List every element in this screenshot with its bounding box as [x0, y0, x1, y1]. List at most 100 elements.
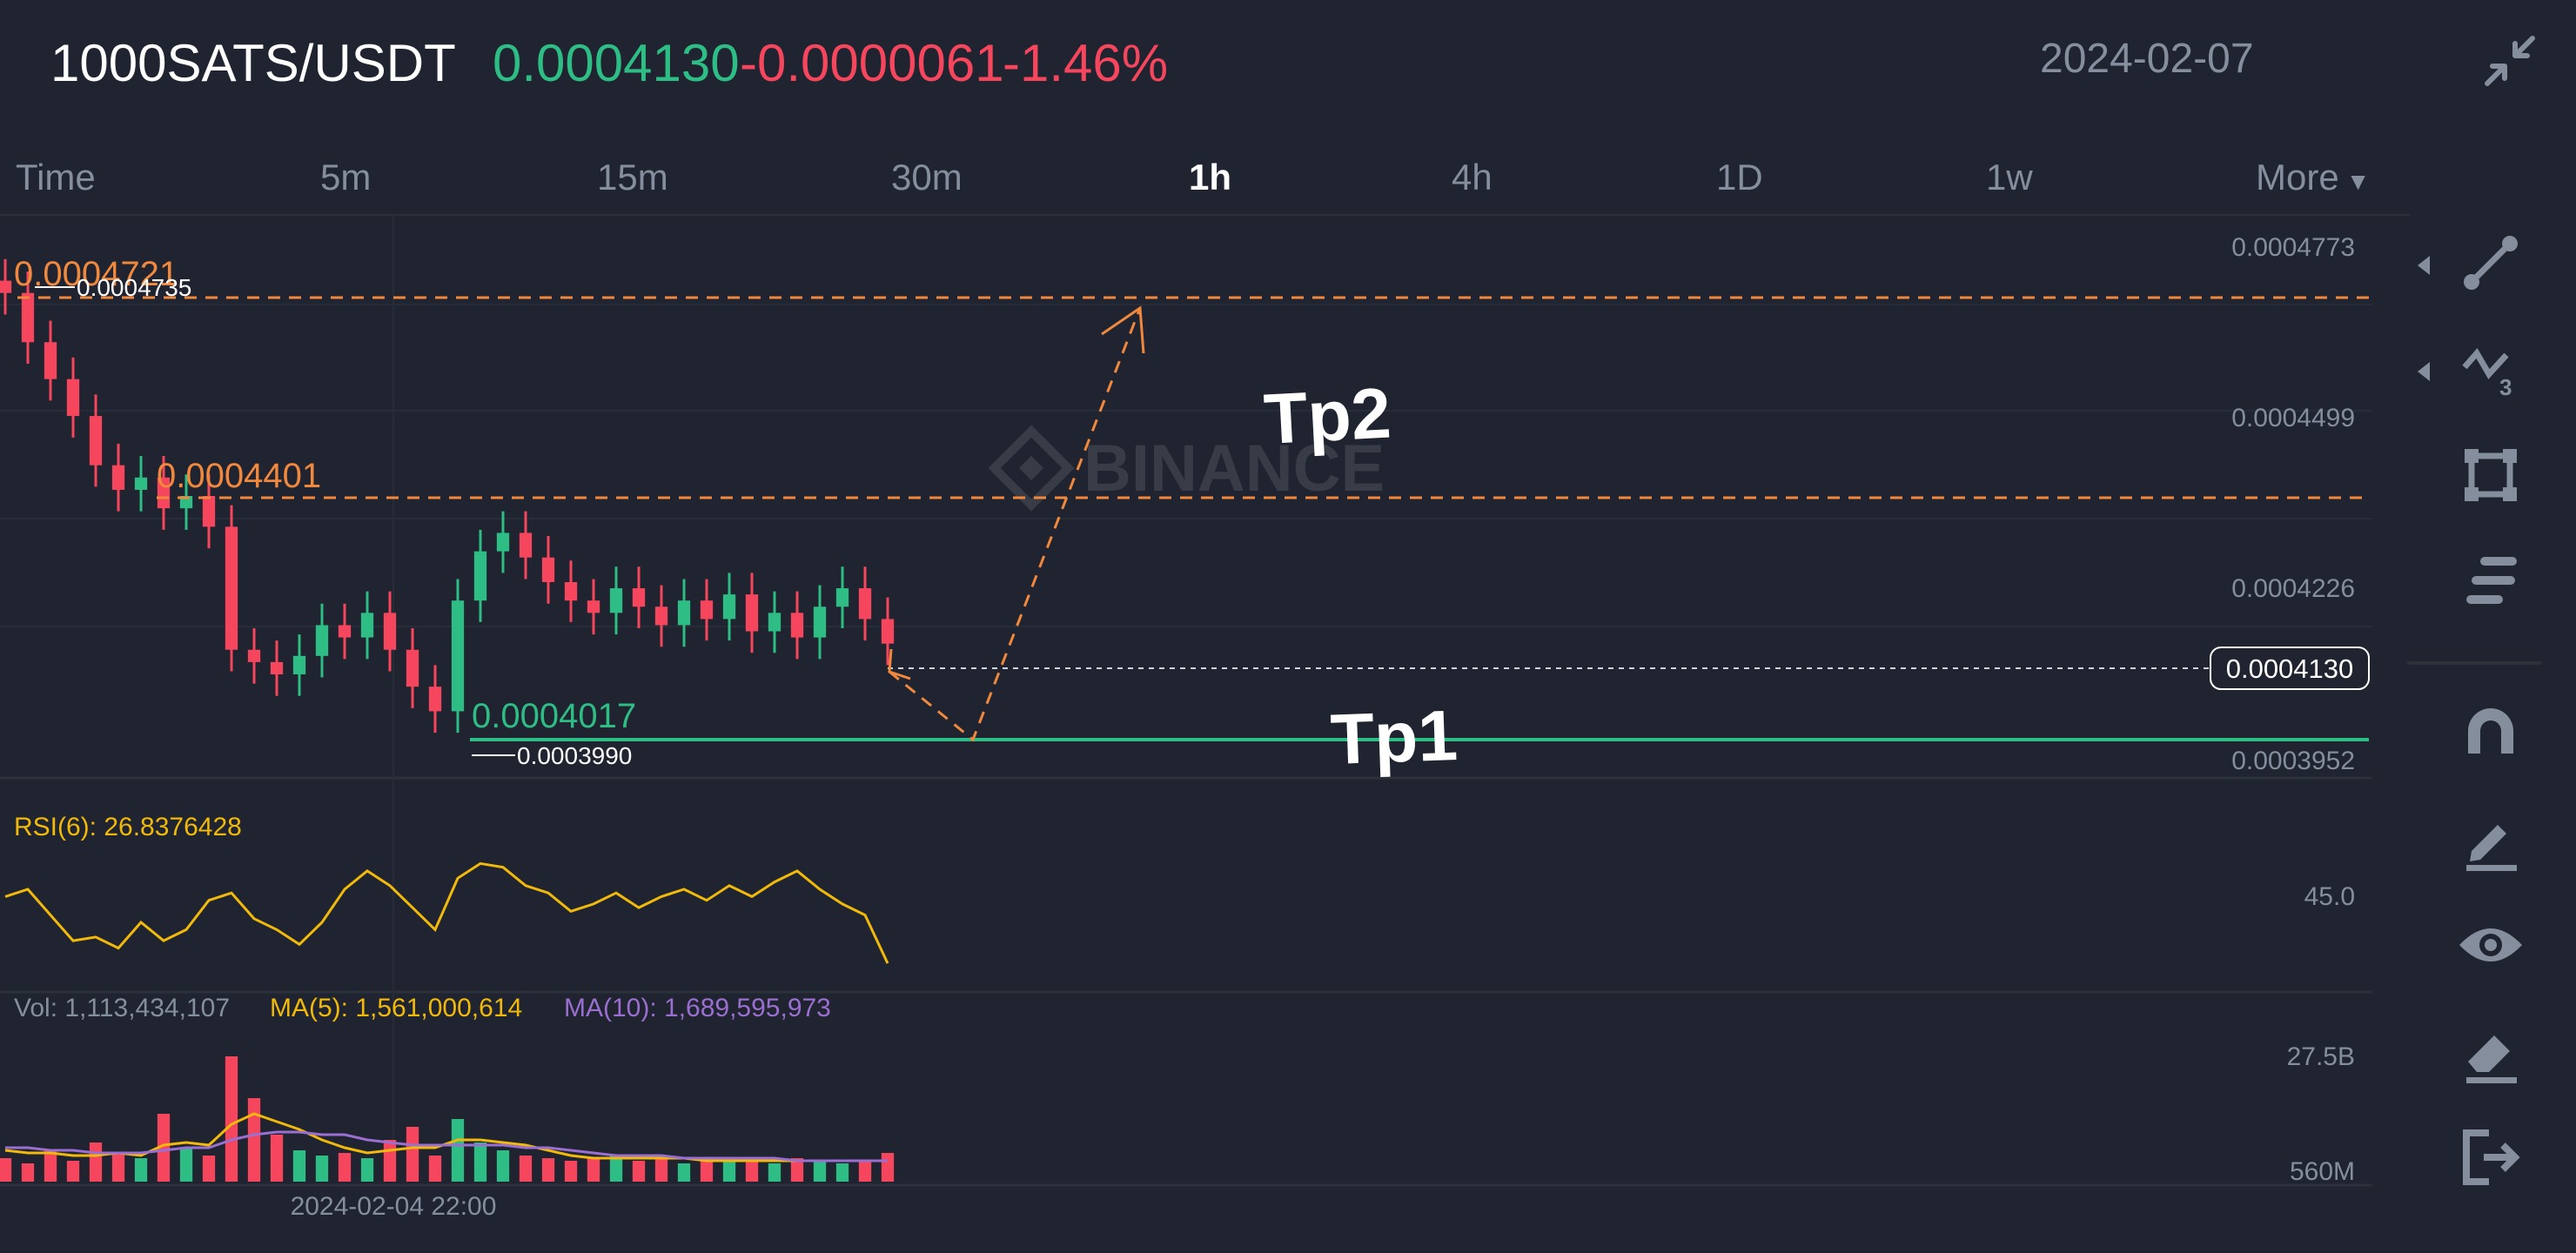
candle-body[interactable]	[134, 477, 148, 490]
exit-icon[interactable]	[2454, 1121, 2527, 1194]
volume-bar	[451, 1119, 465, 1182]
candle-body[interactable]	[428, 687, 442, 712]
volume-bar	[44, 1150, 57, 1182]
volume-bar	[383, 1140, 397, 1182]
candle-body[interactable]	[632, 588, 646, 607]
candle-body[interactable]	[292, 655, 306, 675]
candle-body[interactable]	[202, 496, 216, 527]
tab-time[interactable]: Time	[16, 157, 96, 198]
projection-path[interactable]	[889, 307, 1142, 742]
candle-body[interactable]	[111, 465, 125, 490]
support-level-label: 0.0004017	[472, 697, 636, 735]
price-axis-label: 0.0004499	[2231, 404, 2355, 432]
magnet-icon[interactable]	[2454, 696, 2527, 769]
trend-line-icon[interactable]	[2454, 226, 2527, 299]
candle-body[interactable]	[835, 588, 849, 607]
volume-bar	[157, 1114, 171, 1182]
projection-end-arrowhead	[1101, 305, 1145, 354]
tab-15m[interactable]: 15m	[597, 157, 668, 198]
volume-bars	[0, 1056, 895, 1182]
candle-body[interactable]	[89, 416, 103, 466]
fibonacci-tool-icon[interactable]	[2454, 545, 2527, 618]
time-axis-label: 2024-02-04 22:00	[291, 1192, 497, 1221]
tab-1h[interactable]: 1h	[1189, 157, 1232, 198]
expand-arrow-icon[interactable]	[2411, 358, 2437, 385]
tab-1w[interactable]: 1w	[1986, 157, 2033, 198]
candle-body[interactable]	[700, 600, 714, 620]
candle-body[interactable]	[44, 342, 57, 379]
binance-watermark: BINANCE	[988, 425, 1385, 512]
rsi-label: RSI(6): 26.8376428	[14, 813, 242, 841]
eye-icon[interactable]	[2454, 908, 2527, 982]
candle-body[interactable]	[406, 649, 419, 687]
header: 1000SATS/USDT 0.0004130 -0.0000061 -1.46…	[0, 0, 2576, 131]
tab-1d[interactable]: 1D	[1716, 157, 1763, 198]
candle-body[interactable]	[813, 606, 827, 638]
ma10-label: MA(10): 1,689,595,973	[564, 994, 831, 1022]
candle-body[interactable]	[564, 581, 578, 601]
candle-body[interactable]	[654, 606, 668, 626]
pattern-tool-icon[interactable]: 3	[2454, 332, 2527, 405]
candle-body[interactable]	[179, 496, 193, 509]
volume-bar	[292, 1150, 306, 1182]
volume-bar	[179, 1148, 193, 1182]
candle-body[interactable]	[338, 625, 352, 638]
tab-more[interactable]: More ▼	[2256, 157, 2370, 198]
candle-body[interactable]	[247, 649, 261, 662]
tp1-annotation: Tp1	[1329, 696, 1459, 780]
tab-30m[interactable]: 30m	[891, 157, 963, 198]
volume-bar	[247, 1098, 261, 1182]
candle-body[interactable]	[858, 588, 872, 620]
candle-body[interactable]	[790, 613, 804, 638]
candle-body[interactable]	[66, 379, 80, 417]
expand-arrow-icon[interactable]	[2411, 252, 2437, 278]
collapse-arrows-icon[interactable]	[2482, 33, 2538, 89]
tab-4h[interactable]: 4h	[1452, 157, 1493, 198]
volume-bar	[700, 1161, 714, 1182]
volume-bar	[0, 1158, 12, 1182]
volume-bar	[428, 1156, 442, 1182]
volume-bar	[813, 1161, 827, 1182]
candle-body[interactable]	[451, 600, 465, 712]
candle-body[interactable]	[677, 600, 691, 626]
candle-body[interactable]	[21, 292, 35, 343]
candle-body[interactable]	[0, 280, 12, 293]
volume-bar	[360, 1158, 374, 1182]
candle-body[interactable]	[768, 613, 782, 632]
header-date: 2024-02-07	[2040, 36, 2254, 82]
candle-body[interactable]	[587, 600, 600, 613]
volume-bar	[722, 1158, 736, 1182]
candle-body[interactable]	[881, 619, 895, 644]
tab-5m[interactable]: 5m	[320, 157, 372, 198]
ma10-line	[5, 1130, 888, 1163]
candle-body[interactable]	[315, 625, 329, 656]
volume-bar	[406, 1127, 419, 1182]
volume-bar	[496, 1150, 510, 1182]
candle-body[interactable]	[360, 613, 374, 638]
rectangle-shape-icon[interactable]	[2454, 439, 2527, 512]
price-axis-label: 0.0004226	[2231, 574, 2355, 603]
candle-body[interactable]	[745, 594, 759, 632]
toolbar-divider	[2407, 661, 2541, 665]
drawing-toolbar: 3	[2407, 226, 2576, 1253]
candle-body[interactable]	[496, 533, 510, 552]
pair-title[interactable]: 1000SATS/USDT	[50, 34, 456, 92]
rsi-axis-label: 45.0	[2304, 882, 2355, 911]
volume-bar	[587, 1158, 600, 1182]
volume-bar	[338, 1153, 352, 1182]
candle-body[interactable]	[519, 533, 533, 558]
candle-body[interactable]	[722, 594, 736, 620]
candle-body[interactable]	[383, 613, 397, 650]
candle-body[interactable]	[541, 557, 555, 582]
candle-body[interactable]	[609, 588, 623, 613]
eraser-icon[interactable]	[2454, 1015, 2527, 1088]
candle-body[interactable]	[225, 526, 238, 650]
volume-bar	[66, 1161, 80, 1182]
candle-body[interactable]	[270, 661, 284, 675]
chart-area[interactable]: BINANCE 0.0004721 0.0004735 0.0004401 0.…	[0, 214, 2407, 1253]
candle-body[interactable]	[473, 551, 487, 601]
binance-logo-icon	[988, 425, 1075, 512]
pencil-icon[interactable]	[2454, 802, 2527, 875]
price-change-percent: -1.46%	[1003, 34, 1169, 92]
candle-body[interactable]	[157, 477, 171, 509]
